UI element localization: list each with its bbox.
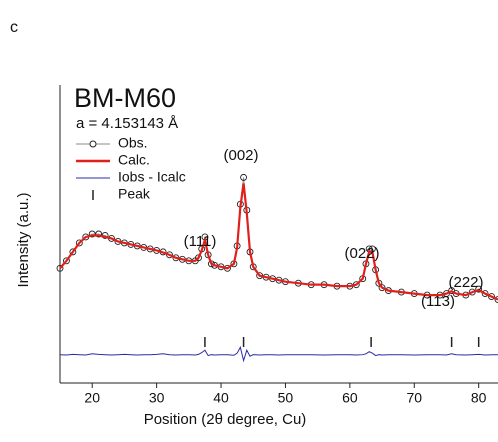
obs-point [75, 239, 83, 247]
obs-point [475, 285, 483, 293]
obs-point [378, 284, 386, 292]
x-tick-label: 70 [406, 390, 422, 406]
x-tick-label: 30 [149, 390, 165, 406]
obs-point [488, 293, 496, 301]
x-tick-label: 50 [278, 390, 294, 406]
legend-label: Obs. [118, 135, 148, 151]
obs-point [69, 248, 77, 256]
panel-label: c [10, 19, 18, 36]
peak-annotation: (002) [223, 147, 258, 164]
legend-label: Peak [118, 186, 151, 202]
x-tick-label: 40 [213, 390, 229, 406]
peak-annotation: (022) [344, 245, 379, 262]
legend-swatch [89, 140, 97, 148]
legend-label: Iobs - Icalc [118, 169, 186, 185]
obs-point [195, 254, 202, 262]
x-tick-label: 60 [342, 390, 358, 406]
obs-point [240, 173, 248, 181]
obs-point [56, 264, 64, 272]
peak-annotation: (111) [184, 233, 217, 250]
obs-point [494, 296, 498, 304]
x-axis-label: Position (2θ degree, Cu) [144, 411, 307, 428]
x-tick-label: 80 [471, 390, 487, 406]
chart-subtitle: a = 4.153143 Å [76, 115, 178, 132]
y-axis-label: Intensity (a.u.) [15, 192, 32, 287]
diff-line [59, 345, 498, 363]
obs-point [62, 257, 70, 265]
peak-annotation: (113) [421, 293, 455, 310]
x-tick-label: 20 [84, 390, 100, 406]
obs-point [95, 230, 103, 238]
obs-point [481, 290, 489, 298]
chart-title: BM-M60 [74, 83, 176, 113]
peak-annotation: (222) [448, 274, 483, 291]
calc-line [59, 183, 498, 301]
legend-label: Calc. [118, 152, 150, 168]
